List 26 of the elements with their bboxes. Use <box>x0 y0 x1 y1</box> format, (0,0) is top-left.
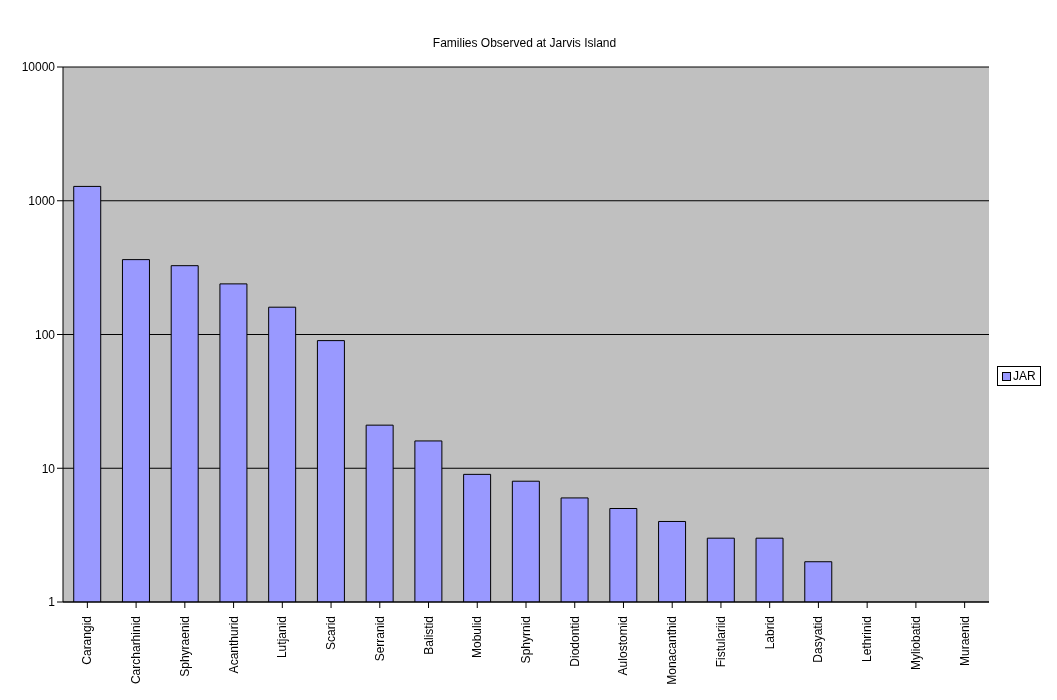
x-tick-label: Carcharhinid <box>129 616 144 685</box>
x-tick-label: Balistid <box>421 616 436 655</box>
x-tick-label: Monacanthid <box>665 616 680 685</box>
y-tick-label: 10000 <box>21 60 56 75</box>
x-tick-label: Scarid <box>324 616 339 651</box>
x-tick-label: Labrid <box>762 616 777 650</box>
x-tick-label: Fistulariid <box>713 616 728 668</box>
x-tick-label: Muraenid <box>957 616 972 667</box>
x-tick-label: Myliobatid <box>908 616 923 671</box>
x-tick-label: Dasyatid <box>811 616 826 663</box>
x-tick-label: Diodontid <box>567 616 582 667</box>
x-tick-label: Sphyraenid <box>177 616 192 677</box>
x-tick-label: Lethrinid <box>860 616 875 663</box>
x-tick-label: Sphyrnid <box>519 616 533 664</box>
y-tick-label: 10 <box>41 461 56 476</box>
y-tick-label: 1000 <box>28 194 56 209</box>
x-tick-label: Carangid <box>80 616 95 665</box>
x-tick-label: Mobulid <box>470 616 485 659</box>
x-tick-label: Acanthurid <box>226 616 241 674</box>
chart-title: Families Observed at Jarvis Island <box>431 35 618 52</box>
legend-label: JAR <box>1013 369 1036 383</box>
x-tick-label: Serranid <box>372 616 387 662</box>
x-tick-label: Lutjanid <box>275 616 290 659</box>
y-tick-label: 1 <box>48 595 56 610</box>
y-tick-label: 100 <box>34 327 56 342</box>
x-tick-label: Aulostomid <box>616 616 631 676</box>
